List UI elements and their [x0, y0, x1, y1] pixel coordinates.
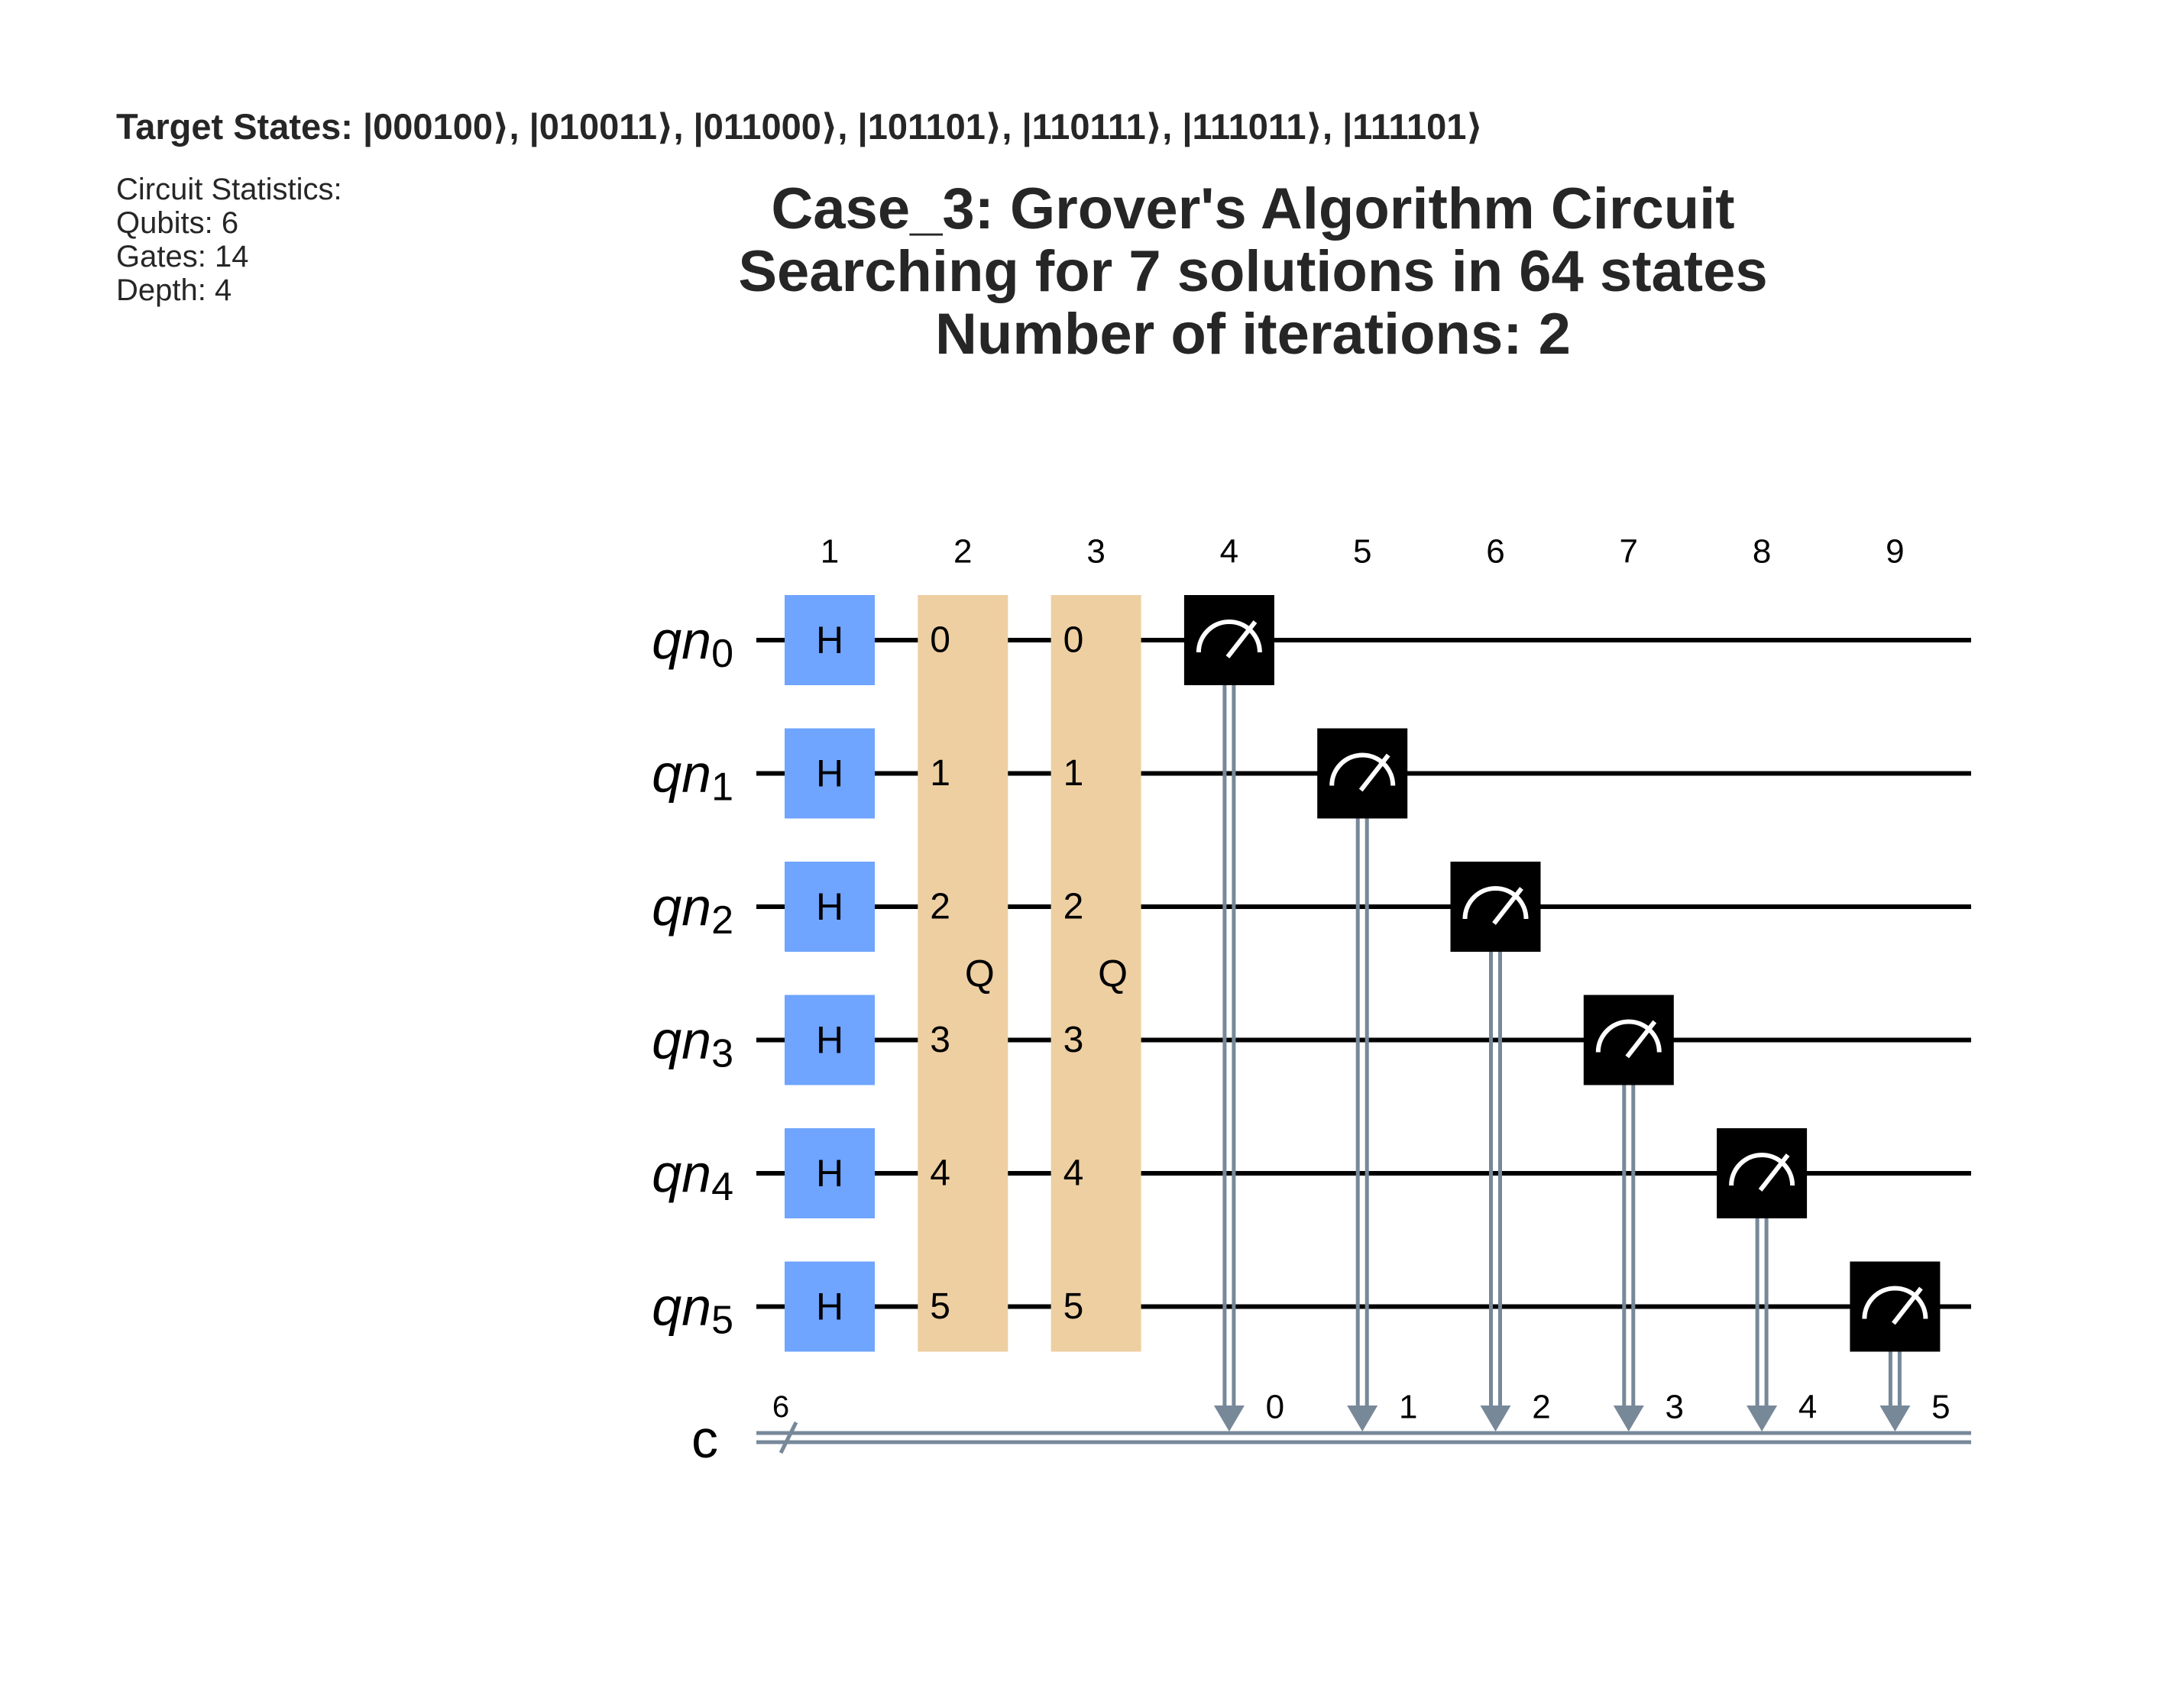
h-gate-label: H [816, 1152, 843, 1195]
qubit-label-1: qn1 [652, 744, 733, 810]
column-number-8: 8 [1753, 533, 1771, 571]
title-line-1: Case_3: Grover's Algorithm Circuit [771, 176, 1735, 241]
measure-arrow [1480, 1406, 1511, 1431]
measure-gate-1 [1317, 728, 1408, 819]
measure-gate-2 [1450, 862, 1541, 952]
classical-bit-label-4: 4 [1798, 1389, 1817, 1426]
h-gate-1 [785, 728, 875, 819]
oracle-pin-label: 4 [1063, 1153, 1084, 1194]
column-number-3: 3 [1086, 533, 1105, 571]
classical-bit-label-5: 5 [1931, 1389, 1950, 1426]
meter-icon [1462, 886, 1529, 920]
circuit-statistics: Circuit Statistics: Qubits: 6 Gates: 14 … [116, 173, 342, 307]
h-gate-3 [785, 995, 875, 1085]
oracle-pin-label: 5 [930, 1286, 950, 1327]
measure-gate-4 [1717, 1128, 1808, 1218]
column-number-6: 6 [1486, 533, 1504, 571]
column-number-7: 7 [1620, 533, 1638, 571]
meter-needle-icon [1492, 887, 1523, 925]
oracle-pin-label: 1 [930, 753, 950, 794]
oracle-pin-label: 0 [1063, 620, 1084, 661]
oracle-pin-label: 2 [930, 887, 950, 927]
meter-icon [1862, 1286, 1928, 1319]
measure-arrow [1747, 1406, 1778, 1431]
classical-bit-label-3: 3 [1666, 1389, 1684, 1426]
meter-icon [1595, 1019, 1662, 1053]
oracle-pin-label: 1 [1063, 753, 1084, 794]
h-gate-4 [785, 1128, 875, 1218]
meter-needle-icon [1358, 753, 1390, 792]
title-line-2: Searching for 7 solutions in 64 states [738, 239, 1768, 304]
classical-bundle-slash [779, 1421, 798, 1454]
column-number-2: 2 [953, 533, 972, 571]
classical-bit-label-0: 0 [1266, 1389, 1284, 1426]
measure-arrow [1347, 1406, 1378, 1431]
h-gate-5 [785, 1261, 875, 1352]
oracle-gate-2 [1051, 595, 1141, 1352]
oracle-pin-label: 3 [930, 1020, 950, 1060]
oracle-pin-label: 4 [930, 1153, 950, 1194]
stats-gates: Gates: 14 [116, 240, 249, 273]
classical-bit-label-2: 2 [1532, 1389, 1550, 1426]
h-gate-label: H [816, 619, 843, 662]
meter-needle-icon [1758, 1153, 1790, 1192]
stats-depth: Depth: 4 [116, 273, 232, 307]
meter-needle-icon [1225, 620, 1258, 658]
qubit-label-0: qn0 [652, 610, 733, 676]
meter-icon [1329, 752, 1396, 786]
measure-gate-0 [1183, 595, 1274, 685]
h-gate-0 [785, 595, 875, 685]
oracle-pin-label: 0 [930, 620, 950, 661]
meter-needle-icon [1625, 1020, 1657, 1059]
column-number-9: 9 [1886, 533, 1904, 571]
h-gate-label: H [816, 752, 843, 795]
meter-icon [1196, 619, 1262, 653]
qubit-label-3: qn3 [652, 1011, 733, 1076]
qubit-label-5: qn5 [652, 1277, 733, 1343]
qubit-label-4: qn4 [652, 1144, 733, 1209]
measure-arrow [1613, 1406, 1644, 1431]
oracle-pin-label: 5 [1063, 1286, 1084, 1327]
classical-bit-label-1: 1 [1399, 1389, 1417, 1426]
column-number-4: 4 [1220, 533, 1238, 571]
h-gate-label: H [816, 885, 843, 928]
column-number-1: 1 [821, 533, 839, 571]
meter-icon [1729, 1153, 1795, 1186]
title-line-3: Number of iterations: 2 [935, 302, 1571, 367]
page-title: Case_3: Grover's Algorithm Circuit Searc… [672, 178, 1834, 366]
measure-gate-3 [1583, 995, 1674, 1085]
measure-arrow [1879, 1406, 1911, 1431]
classical-register-size: 6 [772, 1390, 789, 1424]
oracle-gate-label: Q [1098, 952, 1128, 995]
h-gate-2 [785, 862, 875, 952]
oracle-pin-label: 2 [1063, 887, 1084, 927]
target-states-label: Target States: |000100⟩, |010011⟩, |0110… [116, 106, 1483, 147]
stats-heading: Circuit Statistics: [116, 173, 342, 206]
h-gate-label: H [816, 1286, 843, 1328]
oracle-gate-1 [918, 595, 1008, 1352]
stats-qubits: Qubits: 6 [116, 206, 239, 240]
oracle-gate-label: Q [965, 952, 995, 995]
classical-register-label: c [691, 1409, 718, 1469]
meter-needle-icon [1892, 1286, 1923, 1325]
oracle-pin-label: 3 [1063, 1020, 1084, 1060]
measure-gate-5 [1850, 1261, 1941, 1352]
qubit-label-2: qn2 [652, 877, 733, 943]
h-gate-label: H [816, 1019, 843, 1062]
column-number-5: 5 [1353, 533, 1371, 571]
measure-arrow [1213, 1406, 1245, 1431]
